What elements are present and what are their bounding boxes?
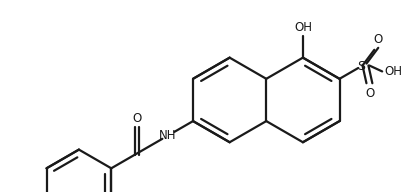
Text: NH: NH bbox=[159, 129, 176, 142]
Text: OH: OH bbox=[384, 65, 402, 78]
Text: S: S bbox=[357, 60, 365, 73]
Text: O: O bbox=[374, 33, 383, 46]
Text: O: O bbox=[366, 87, 375, 100]
Text: O: O bbox=[133, 112, 142, 125]
Text: OH: OH bbox=[294, 21, 312, 34]
